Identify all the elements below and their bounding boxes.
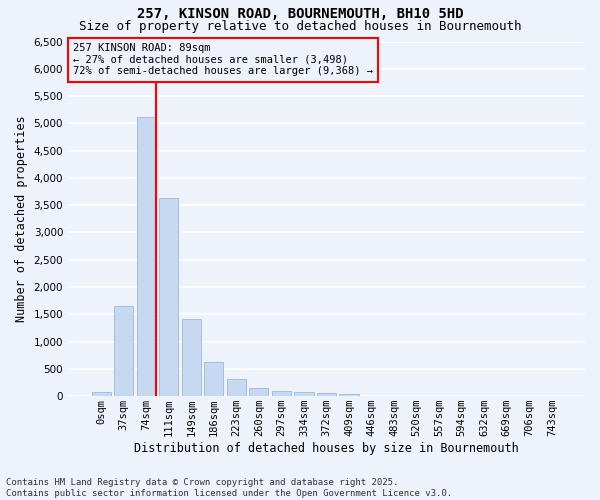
Bar	[114, 306, 133, 396]
Bar	[159, 198, 178, 396]
Bar	[250, 388, 268, 396]
Text: 257 KINSON ROAD: 89sqm
← 27% of detached houses are smaller (3,498)
72% of semi-: 257 KINSON ROAD: 89sqm ← 27% of detached…	[73, 44, 373, 76]
Text: 257, KINSON ROAD, BOURNEMOUTH, BH10 5HD: 257, KINSON ROAD, BOURNEMOUTH, BH10 5HD	[137, 8, 463, 22]
X-axis label: Distribution of detached houses by size in Bournemouth: Distribution of detached houses by size …	[134, 442, 519, 455]
Bar	[204, 362, 223, 396]
Bar	[92, 392, 110, 396]
Bar	[272, 390, 291, 396]
Text: Contains HM Land Registry data © Crown copyright and database right 2025.
Contai: Contains HM Land Registry data © Crown c…	[6, 478, 452, 498]
Y-axis label: Number of detached properties: Number of detached properties	[15, 116, 28, 322]
Bar	[182, 318, 201, 396]
Bar	[227, 379, 246, 396]
Bar	[340, 394, 359, 396]
Bar	[295, 392, 314, 396]
Bar	[317, 394, 336, 396]
Bar	[137, 118, 156, 396]
Text: Size of property relative to detached houses in Bournemouth: Size of property relative to detached ho…	[79, 20, 521, 33]
